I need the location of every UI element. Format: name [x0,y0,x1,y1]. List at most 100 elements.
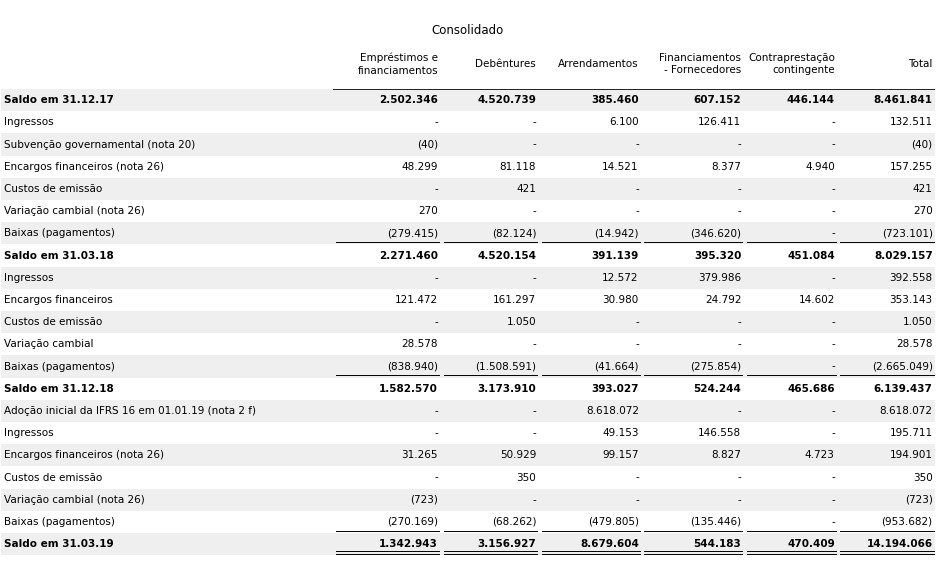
Text: -: - [635,317,638,327]
Text: -: - [831,117,835,127]
Text: 421: 421 [913,184,933,194]
Text: -: - [533,339,536,349]
Text: 194.901: 194.901 [890,450,933,460]
Text: -: - [533,117,536,127]
Text: (40): (40) [912,140,933,150]
Text: (838.940): (838.940) [388,362,438,372]
Text: -: - [831,517,835,527]
Text: (279.415): (279.415) [387,228,438,238]
Text: 8.461.841: 8.461.841 [873,95,933,105]
Text: 350: 350 [517,473,536,483]
Text: 3.173.910: 3.173.910 [477,384,536,394]
Text: -: - [831,495,835,505]
Text: -: - [738,317,741,327]
Bar [1,355,935,377]
Text: -: - [533,495,536,505]
Bar [1,111,935,133]
Text: (14.942): (14.942) [594,228,638,238]
Text: 28.578: 28.578 [402,339,438,349]
Bar [1,133,935,156]
Text: 50.929: 50.929 [500,450,536,460]
Text: Saldo em 31.12.17: Saldo em 31.12.17 [4,95,114,105]
Text: -: - [831,362,835,372]
Text: 8.827: 8.827 [711,450,741,460]
Text: Total: Total [908,59,933,69]
Text: Saldo em 31.12.18: Saldo em 31.12.18 [4,384,114,394]
Text: Encargos financeiros: Encargos financeiros [4,295,113,305]
Text: Contraprestação
contingente: Contraprestação contingente [748,53,835,75]
Text: -: - [434,273,438,283]
Text: Custos de emissão: Custos de emissão [4,473,102,483]
Text: 126.411: 126.411 [698,117,741,127]
Text: 31.265: 31.265 [402,450,438,460]
Bar [1,178,935,200]
Text: Custos de emissão: Custos de emissão [4,184,102,194]
Text: 4.520.154: 4.520.154 [477,251,536,261]
Text: (953.682): (953.682) [882,517,933,527]
Text: 28.578: 28.578 [897,339,933,349]
Text: 385.460: 385.460 [592,95,638,105]
Text: (2.665.049): (2.665.049) [871,362,933,372]
Text: 146.558: 146.558 [698,428,741,438]
Text: 1.582.570: 1.582.570 [379,384,438,394]
Text: 12.572: 12.572 [602,273,638,283]
Text: 392.558: 392.558 [889,273,933,283]
Text: 121.472: 121.472 [395,295,438,305]
Text: 24.792: 24.792 [705,295,741,305]
Bar [1,222,935,244]
Text: -: - [831,428,835,438]
Text: (275.854): (275.854) [691,362,741,372]
Text: -: - [635,140,638,150]
Text: 30.980: 30.980 [603,295,638,305]
Text: -: - [831,339,835,349]
Text: -: - [635,184,638,194]
Text: (40): (40) [417,140,438,150]
Text: (270.169): (270.169) [388,517,438,527]
Text: Debêntures: Debêntures [475,59,536,69]
Text: (723): (723) [410,495,438,505]
Text: 14.194.066: 14.194.066 [867,539,933,549]
Text: 157.255: 157.255 [889,162,933,172]
Text: 446.144: 446.144 [787,95,835,105]
Text: -: - [434,473,438,483]
Text: Encargos financeiros (nota 26): Encargos financeiros (nota 26) [4,450,164,460]
Text: Custos de emissão: Custos de emissão [4,317,102,327]
Text: -: - [831,273,835,283]
Bar [1,311,935,333]
Text: -: - [831,184,835,194]
Text: 8.618.072: 8.618.072 [586,406,638,416]
Text: 607.152: 607.152 [694,95,741,105]
Text: 4.520.739: 4.520.739 [477,95,536,105]
Text: -: - [738,206,741,216]
Text: 1.050: 1.050 [903,317,933,327]
Bar [1,156,935,178]
Text: -: - [533,406,536,416]
Text: (68.262): (68.262) [491,517,536,527]
Text: 14.521: 14.521 [602,162,638,172]
Text: 353.143: 353.143 [889,295,933,305]
Text: 524.244: 524.244 [694,384,741,394]
Bar [1,488,935,511]
Text: -: - [635,339,638,349]
Bar [1,39,935,89]
Text: 6.139.437: 6.139.437 [874,384,933,394]
Text: Arrendamentos: Arrendamentos [558,59,638,69]
Text: -: - [738,140,741,150]
Text: 470.409: 470.409 [787,539,835,549]
Bar [1,266,935,289]
Text: (82.124): (82.124) [491,228,536,238]
Text: 81.118: 81.118 [500,162,536,172]
Text: -: - [738,495,741,505]
Text: 8.377: 8.377 [711,162,741,172]
Text: -: - [434,117,438,127]
Text: -: - [738,184,741,194]
Text: Ingressos: Ingressos [4,117,53,127]
Text: -: - [831,228,835,238]
Text: -: - [635,495,638,505]
Text: 465.686: 465.686 [787,384,835,394]
Text: Empréstimos e
financiamentos: Empréstimos e financiamentos [358,53,438,76]
Text: (41.664): (41.664) [594,362,638,372]
Text: 270: 270 [913,206,933,216]
Text: Adoção inicial da IFRS 16 em 01.01.19 (nota 2 f): Adoção inicial da IFRS 16 em 01.01.19 (n… [4,406,256,416]
Bar [1,89,935,111]
